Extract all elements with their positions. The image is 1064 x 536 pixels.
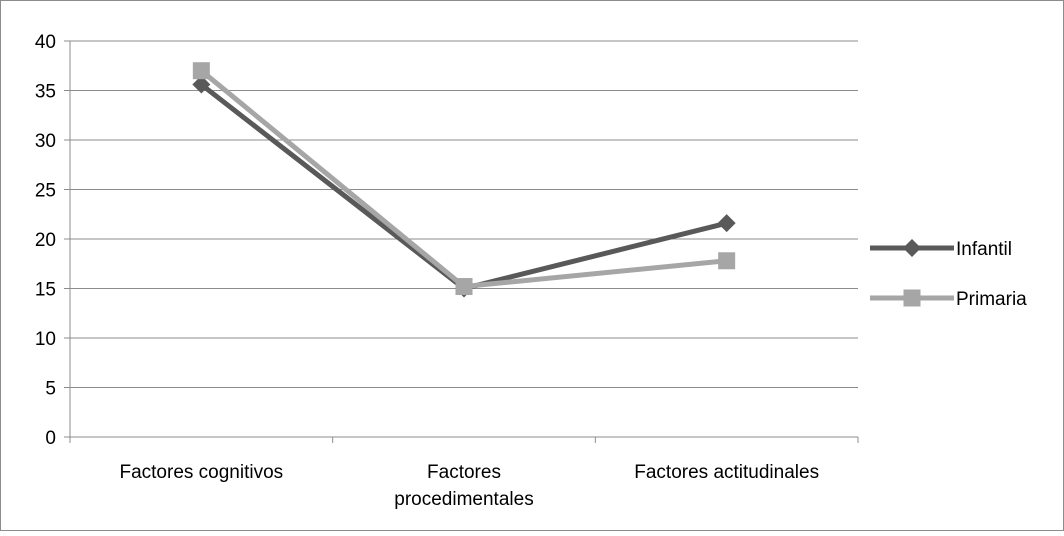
- axes: [64, 40, 859, 443]
- legend-item-infantil: Infantil: [870, 239, 1012, 260]
- x-tick-labels: Factores cognitivos Factores procedimental…: [119, 462, 819, 510]
- series-lines: [192, 62, 736, 298]
- series-primaria: [192, 62, 736, 296]
- y-tick-labels: 0 5 10 15 20 25 30 35 40: [35, 32, 56, 449]
- x-tick-label: Factores cognitivos: [119, 462, 283, 483]
- data-point: [192, 62, 210, 80]
- y-tick-label: 30: [35, 131, 56, 152]
- y-tick-label: 5: [45, 379, 56, 400]
- legend: Infantil Primaria: [870, 239, 1027, 310]
- x-tick-label: Factores procedimentales: [394, 462, 533, 510]
- data-point: [718, 252, 736, 270]
- y-tick-label: 20: [35, 230, 56, 251]
- legend-marker: [903, 239, 921, 257]
- legend-label: Infantil: [956, 239, 1012, 260]
- y-tick-label: 35: [35, 82, 56, 103]
- data-point: [192, 75, 211, 94]
- y-tick-label: 25: [35, 181, 56, 202]
- x-tick-label: Factores actitudinales: [634, 462, 819, 483]
- y-tick-label: 0: [45, 428, 56, 449]
- legend-label: Primaria: [956, 289, 1027, 310]
- y-tick-label: 40: [35, 32, 56, 53]
- data-point: [717, 214, 736, 233]
- legend-item-primaria: Primaria: [870, 289, 1027, 310]
- data-point: [455, 278, 473, 296]
- y-tick-label: 15: [35, 280, 56, 301]
- y-tick-label: 10: [35, 329, 56, 350]
- legend-marker: [903, 289, 921, 307]
